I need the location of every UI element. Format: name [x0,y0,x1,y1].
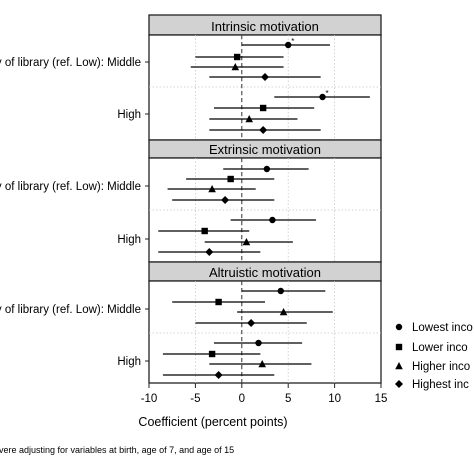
x-tick-label: 0 [239,393,245,405]
significance-mark: * [326,89,329,98]
panel-title: Intrinsic motivation [211,19,319,34]
estimate-point [247,319,256,327]
estimate-point [208,185,216,193]
estimate-point [214,371,223,379]
estimate-point [242,238,251,246]
row-label-middle: y of library (ref. Low): Middle [0,304,141,316]
estimate-point [221,196,230,204]
x-tick-label: 15 [375,393,388,405]
estimate-point [208,350,216,358]
estimate-point [231,63,240,71]
panel-frame [148,280,382,384]
legend-label: Lower inco [412,342,468,354]
footnote: vere adjusting for variables at birth, a… [0,445,234,455]
estimate-point [245,115,254,123]
estimate-point [259,104,267,112]
estimate-point [319,93,326,101]
row-label-high: High [117,109,141,121]
row-label-middle: y of library (ref. Low): Middle [0,57,141,69]
estimate-point [233,53,241,61]
estimate-point [269,216,276,224]
panel-title: Altruistic motivation [209,265,321,280]
estimate-point [258,360,267,368]
estimate-point [227,175,234,183]
estimate-point [277,287,284,295]
row-label-middle: y of library (ref. Low): Middle [0,181,141,193]
estimate-point [201,227,208,235]
panel-frame [148,34,382,141]
x-tick-label: 10 [328,393,341,405]
x-tick-label: -5 [190,393,200,405]
legend-label: Lowest inco [412,322,473,334]
row-label-high: High [117,234,141,246]
estimate-point [285,41,292,49]
row-label-high: High [117,356,141,368]
legend-marker [395,323,403,331]
significance-mark: * [291,37,294,46]
estimate-point [255,339,262,347]
legend-marker [395,343,403,351]
legend-marker [395,380,403,388]
estimate-point [215,298,222,306]
estimate-point [279,308,288,316]
legend-label: Highest inc [412,379,469,391]
panel-title: Extrinsic motivation [209,142,321,157]
estimate-point [259,126,268,134]
x-axis-title: Coefficient (percent points) [138,415,287,429]
x-tick-label: -10 [141,393,158,405]
legend-label: Higher inco [412,361,470,373]
estimate-point [205,248,214,256]
x-tick-label: 5 [285,393,291,405]
legend-marker [395,362,403,370]
estimate-point [261,73,269,81]
estimate-point [263,165,271,173]
